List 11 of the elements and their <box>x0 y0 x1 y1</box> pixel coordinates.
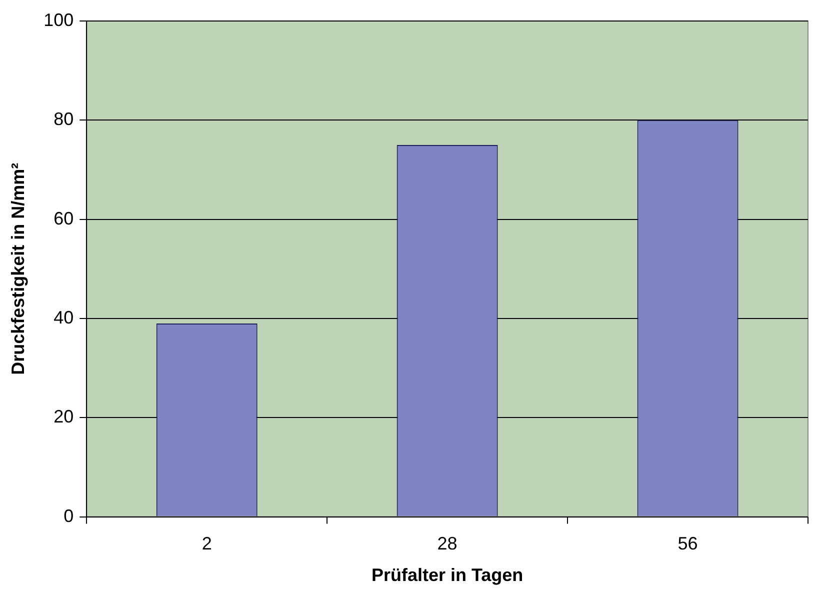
y-axis-title: Druckfestigkeit in N/mm² <box>8 162 28 375</box>
x-axis-title: Prüfalter in Tagen <box>371 565 524 586</box>
x-tick-label: 56 <box>678 534 698 554</box>
y-tick-label: 20 <box>54 406 74 427</box>
y-tick-label: 60 <box>54 208 74 228</box>
y-tick-label: 0 <box>64 506 74 526</box>
x-tick-label: 28 <box>437 534 458 554</box>
y-tick-label: 80 <box>54 109 74 130</box>
y-tick-label: 40 <box>54 307 74 328</box>
y-tick-label: 100 <box>44 10 74 30</box>
x-tick-label: 2 <box>202 534 212 554</box>
